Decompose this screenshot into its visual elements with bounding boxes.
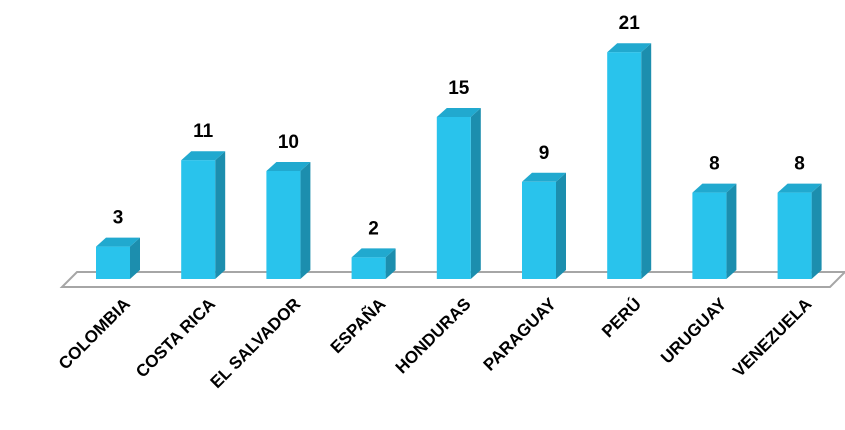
category-label-honduras: HONDURAS bbox=[392, 294, 475, 377]
bars-group bbox=[96, 43, 822, 280]
data-label-venezuela: 8 bbox=[794, 154, 805, 175]
data-label-paraguay: 9 bbox=[539, 143, 550, 164]
bar-front bbox=[351, 257, 386, 279]
bar-españa bbox=[351, 248, 396, 279]
chart-floor bbox=[59, 271, 845, 288]
data-label-honduras: 15 bbox=[448, 78, 470, 99]
category-label-españa: ESPAÑA bbox=[326, 294, 389, 357]
bar-side bbox=[385, 248, 396, 279]
bar-front bbox=[181, 160, 216, 279]
bar-top bbox=[436, 108, 481, 117]
bar-colombia bbox=[96, 237, 140, 279]
bar-top bbox=[351, 248, 396, 258]
bar-front bbox=[96, 246, 130, 279]
bar-top bbox=[522, 172, 566, 182]
bar-top bbox=[181, 151, 226, 161]
category-label-venezuela: VENEZUELA bbox=[729, 294, 815, 380]
bar-front bbox=[607, 52, 642, 280]
category-label-colombia: COLOMBIA bbox=[55, 294, 134, 373]
data-label-españa: 2 bbox=[368, 218, 379, 239]
bar-side bbox=[556, 172, 566, 279]
bar-paraguay bbox=[522, 172, 566, 279]
bar-side bbox=[215, 151, 226, 279]
category-label-el-salvador: EL SALVADOR bbox=[207, 294, 305, 392]
data-label-uruguay: 8 bbox=[709, 154, 720, 175]
data-label-colombia: 3 bbox=[113, 208, 124, 229]
bar-uruguay bbox=[692, 183, 737, 279]
category-label-costa-rica: COSTA RICA bbox=[132, 294, 219, 381]
data-label-costa-rica: 11 bbox=[193, 121, 214, 142]
bar-front bbox=[266, 171, 301, 279]
bar-top bbox=[96, 237, 140, 247]
bar-venezuela bbox=[777, 183, 822, 279]
bar-side bbox=[811, 183, 822, 279]
bar-side bbox=[470, 108, 481, 279]
bar-top bbox=[266, 162, 311, 171]
bar-front bbox=[777, 192, 812, 279]
bar-top bbox=[692, 183, 737, 193]
bar-el-salvador bbox=[266, 162, 311, 279]
bar-top bbox=[607, 43, 652, 53]
bar-side bbox=[130, 237, 140, 279]
data-label-el-salvador: 10 bbox=[278, 132, 299, 153]
bar-perú bbox=[607, 43, 652, 280]
bar-costa-rica bbox=[181, 151, 226, 279]
bar-top bbox=[777, 183, 822, 193]
bar-front bbox=[692, 192, 727, 279]
bar-side bbox=[300, 162, 311, 279]
data-labels-group: 3 11 10 2 15 9 21 8 8 bbox=[113, 13, 805, 239]
category-label-paraguay: PARAGUAY bbox=[480, 294, 561, 375]
bar-front bbox=[522, 181, 556, 279]
bar-front bbox=[436, 117, 471, 279]
bar-honduras bbox=[436, 108, 481, 279]
bar-side bbox=[726, 183, 737, 279]
category-label-perú: PERÚ bbox=[598, 294, 645, 341]
data-label-perú: 21 bbox=[619, 13, 641, 34]
bar-side bbox=[641, 43, 652, 280]
category-label-uruguay: URUGUAY bbox=[657, 294, 731, 368]
